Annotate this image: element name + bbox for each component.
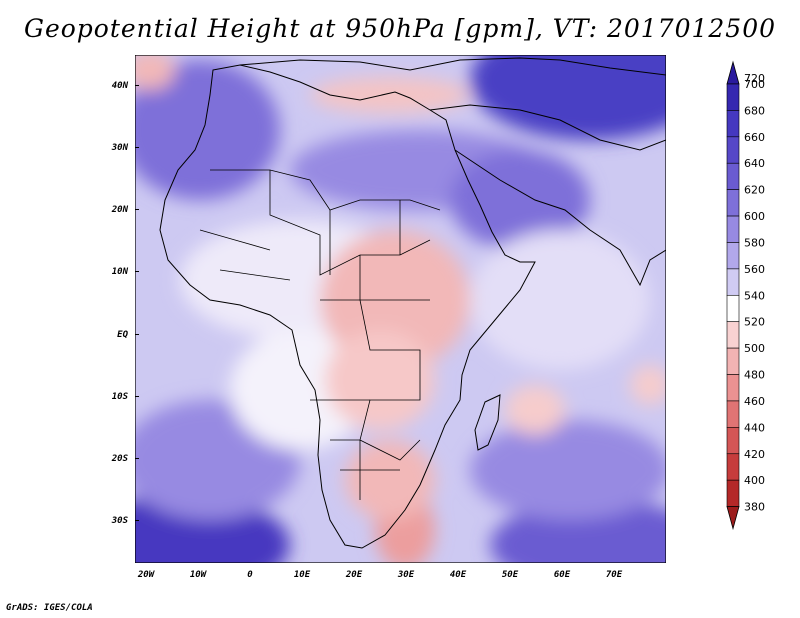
colorbar-swatch — [726, 479, 740, 507]
colorbar-swatch — [726, 215, 740, 243]
lat-label: 10N — [112, 267, 129, 277]
colorbar-label: 680 — [744, 104, 765, 117]
colorbar-label: 620 — [744, 184, 765, 197]
map-title: Geopotential Height at 950hPa [gpm], VT:… — [23, 14, 777, 43]
lon-label: 20E — [345, 570, 363, 580]
lon-label: 20W — [137, 570, 156, 580]
colorbar-label: 580 — [744, 236, 765, 249]
colorbar-label: 440 — [744, 421, 765, 434]
lon-label: 40E — [450, 570, 467, 580]
lat-label: 20S — [111, 454, 129, 464]
colorbar-swatch — [726, 162, 740, 190]
africa-coast — [159, 64, 536, 549]
lon-label: 60E — [554, 570, 571, 580]
coastlines — [159, 57, 666, 549]
colorbar-label: 480 — [744, 369, 765, 382]
lat-label: 10S — [112, 392, 129, 402]
colorbar-label: 380 — [744, 501, 765, 514]
lon-label: 0 — [247, 570, 253, 580]
lon-axis: 20W 10W 0 10E 20E 30E 40E 50E 60E 70E — [137, 570, 623, 580]
colorbar-swatch — [726, 189, 740, 217]
lon-label: 50E — [502, 570, 519, 580]
colorbar-swatch — [726, 400, 740, 428]
madagascar-coast — [474, 394, 501, 451]
europe-coast — [239, 57, 666, 76]
colorbar-swatch — [726, 374, 740, 402]
colorbar-swatch — [726, 136, 740, 164]
colorbar-swatch — [726, 347, 740, 375]
colorbar-label: 520 — [744, 316, 765, 329]
colorbar-swatch — [726, 268, 740, 296]
colorbar-label: 720 — [744, 72, 765, 85]
credit-text: GrADS: IGES/COLA — [6, 603, 93, 613]
lon-label: 10E — [294, 570, 311, 580]
colorbar-swatch — [726, 453, 740, 481]
lon-label: 30E — [397, 570, 415, 580]
colorbar-label: 700 — [744, 78, 765, 91]
colorbar-swatch — [726, 321, 740, 349]
lat-label: 40N — [112, 81, 129, 91]
colorbar-label: 460 — [744, 395, 765, 408]
colorbar-label: 560 — [744, 263, 765, 276]
asia-coast — [429, 104, 666, 151]
lon-label: 70E — [606, 570, 623, 580]
lat-label: 30N — [111, 143, 129, 153]
lat-label: EQ — [117, 330, 128, 340]
lon-label: 10W — [190, 570, 208, 580]
colorbar-swatch — [726, 83, 740, 111]
colorbar-label: 400 — [744, 474, 765, 487]
colorbar-swatch — [726, 242, 740, 270]
colorbar-label: 640 — [744, 157, 765, 170]
colorbar-label: 660 — [744, 131, 765, 144]
colorbar-bottom-arrow — [726, 506, 740, 531]
colorbar-swatch — [726, 110, 740, 138]
colorbar-label: 500 — [744, 342, 765, 355]
lat-axis: 40N 30N 20N 10N EQ 10S 20S 30S — [111, 81, 129, 526]
arabia-coast — [454, 149, 666, 287]
country-borders — [199, 169, 441, 500]
colorbar-label: 600 — [744, 210, 765, 223]
colorbar-swatch — [726, 294, 740, 323]
colorbar-swatch — [726, 427, 740, 455]
lat-ticks — [135, 85, 139, 521]
colorbar-label: 420 — [744, 448, 765, 461]
lat-label: 20N — [111, 205, 129, 215]
lat-label: 30S — [111, 516, 129, 526]
colorbar-label: 540 — [744, 289, 765, 302]
map-panel — [135, 55, 666, 563]
colorbar-top-arrow — [726, 60, 740, 85]
